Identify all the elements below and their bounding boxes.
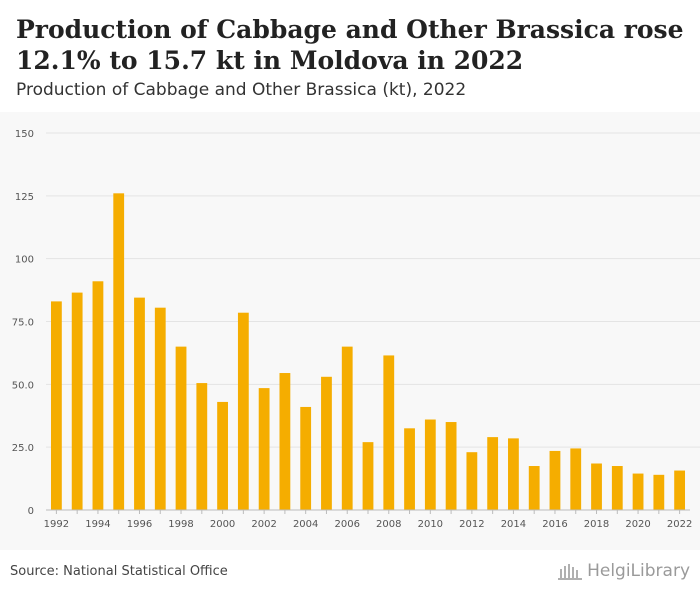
chart-title: Production of Cabbage and Other Brassica… xyxy=(16,15,684,75)
logo-text: HelgiLibrary xyxy=(587,561,690,581)
bar-2006 xyxy=(341,346,353,510)
bar-1996 xyxy=(134,297,145,510)
bar-2020 xyxy=(632,473,644,510)
bar-2002 xyxy=(258,388,270,510)
y-tick-label: 125 xyxy=(15,192,34,203)
bar-1994 xyxy=(92,281,104,510)
bar-2018 xyxy=(591,463,602,510)
bar-1993 xyxy=(71,292,83,510)
bar-2012 xyxy=(466,452,478,510)
x-axis-labels: 1992 1994 1996 1998 2000 2002 2004 2006 2008 2010… xyxy=(44,519,693,530)
x-tick-label: 2006 xyxy=(334,519,359,530)
x-tick-label: 2004 xyxy=(293,519,318,530)
bar-1992 xyxy=(50,301,62,510)
bar-1998 xyxy=(175,346,187,510)
library-building-icon xyxy=(558,564,583,580)
y-axis-labels: 0 25.0 50.0 75.0 100 125 150 xyxy=(12,129,34,517)
source-note: Source: National Statistical Office xyxy=(10,564,228,579)
x-tick-label: 2016 xyxy=(542,519,567,530)
bars xyxy=(50,193,686,510)
y-tick-label: 50.0 xyxy=(12,380,34,391)
x-tick-label: 2010 xyxy=(418,519,443,530)
bar-1997 xyxy=(154,307,166,510)
bar-2013 xyxy=(487,437,499,510)
bar-2022 xyxy=(674,470,686,510)
bar-2010 xyxy=(424,419,436,510)
x-tick-label: 2002 xyxy=(251,519,276,530)
bar-1995 xyxy=(113,193,125,510)
x-tick-label: 2012 xyxy=(459,519,484,530)
y-tick-label: 100 xyxy=(15,255,34,266)
x-tick-label: 1994 xyxy=(85,519,110,530)
bar-chart: 0 25.0 50.0 75.0 100 125 150 1992 1994 1996 1998 2… xyxy=(12,129,700,530)
bar-2003 xyxy=(279,373,291,510)
bar-2011 xyxy=(445,422,457,510)
y-tick-label: 150 xyxy=(15,129,34,140)
bar-2005 xyxy=(321,376,332,510)
bar-2015 xyxy=(528,466,540,510)
bar-2019 xyxy=(611,466,623,510)
bar-2001 xyxy=(237,312,249,510)
bar-2009 xyxy=(404,428,415,510)
x-tick-label: 2020 xyxy=(625,519,650,530)
x-tick-label: 1998 xyxy=(168,519,193,530)
chart-subtitle: Production of Cabbage and Other Brassica… xyxy=(16,80,467,100)
bar-2016 xyxy=(549,450,561,510)
bar-2021 xyxy=(653,474,665,510)
x-tick-label: 2018 xyxy=(584,519,609,530)
bar-2000 xyxy=(217,401,228,510)
x-tick-label: 2022 xyxy=(667,519,692,530)
x-tick-label: 1992 xyxy=(44,519,69,530)
x-tick-label: 2008 xyxy=(376,519,401,530)
x-axis-ticks xyxy=(55,510,681,514)
x-tick-label: 2000 xyxy=(210,519,235,530)
bar-2008 xyxy=(383,355,395,510)
y-tick-label: 0 xyxy=(28,506,34,517)
bar-2014 xyxy=(508,438,519,510)
bar-2004 xyxy=(300,406,312,510)
x-tick-label: 1996 xyxy=(127,519,152,530)
y-tick-label: 25.0 xyxy=(12,443,34,454)
bar-1999 xyxy=(196,383,208,510)
helgi-library-logo: HelgiLibrary xyxy=(557,561,690,581)
y-tick-label: 75.0 xyxy=(12,318,34,329)
bar-2007 xyxy=(362,442,374,510)
bar-2017 xyxy=(570,448,582,510)
x-tick-label: 2014 xyxy=(501,519,526,530)
